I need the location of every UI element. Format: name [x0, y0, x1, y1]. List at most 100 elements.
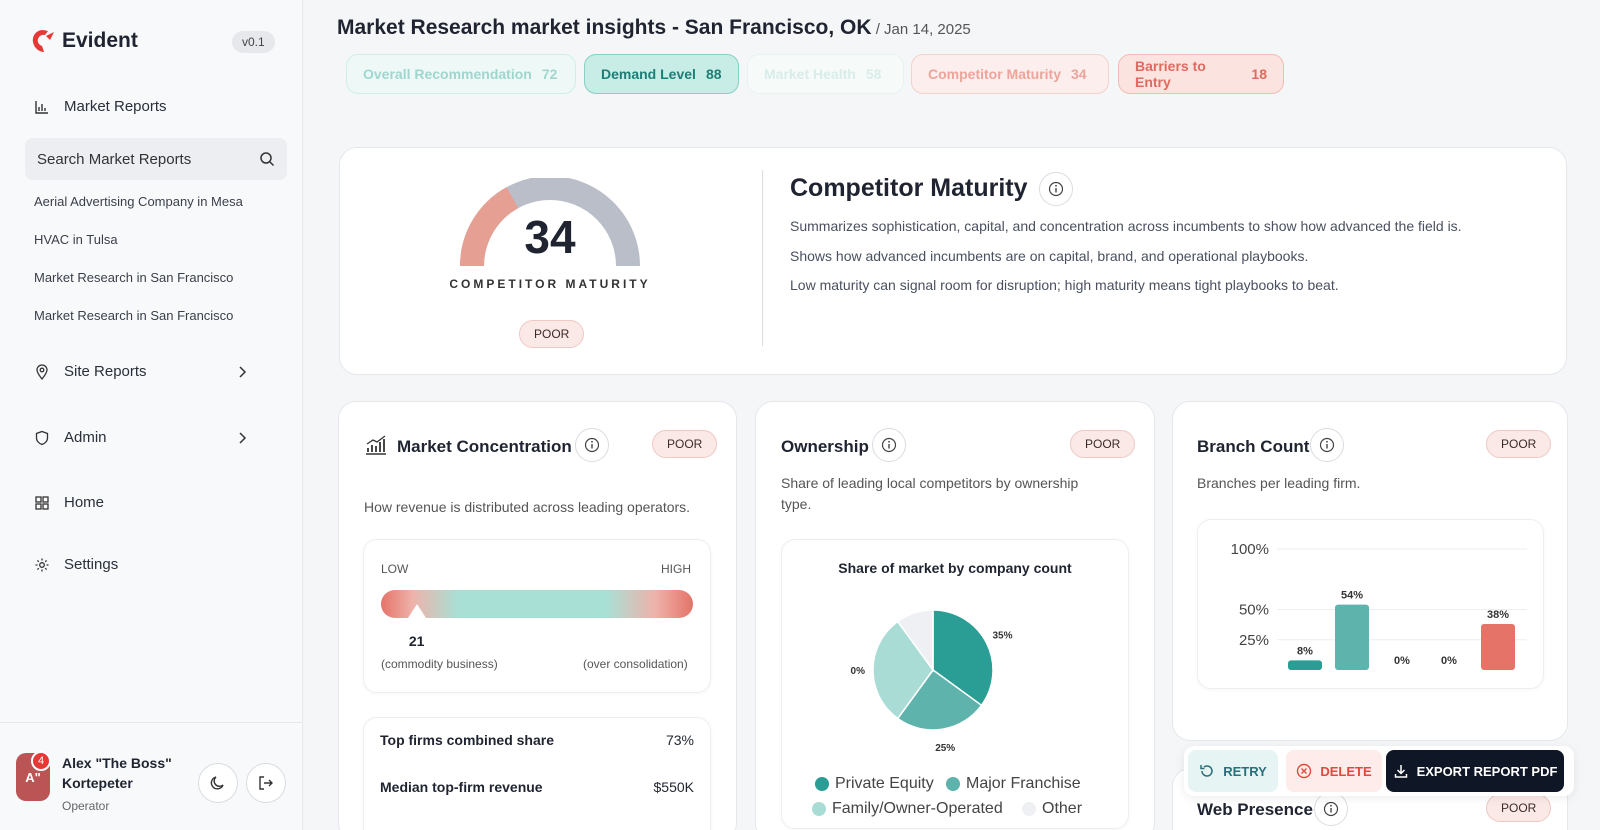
info-icon: [1323, 801, 1339, 817]
gear-icon: [35, 558, 49, 571]
scale-value: 21: [408, 633, 425, 649]
pie-slice: [872, 620, 934, 720]
report-link[interactable]: Market Research in San Francisco: [34, 270, 234, 285]
legend-item: Other: [1022, 800, 1082, 818]
grid-icon: [35, 495, 49, 510]
notification-badge: 4: [31, 751, 51, 771]
chip-market-health[interactable]: Market Health 58: [747, 54, 904, 94]
nav-home[interactable]: Home: [34, 494, 104, 511]
rating-badge: POOR: [1070, 430, 1136, 458]
divider: [762, 170, 763, 346]
chip-overall-recommendation[interactable]: Overall Recommendation 72: [346, 54, 576, 94]
pie-slice-label: 10%: [899, 602, 919, 603]
stat-label: Top firms combined share: [380, 732, 554, 748]
ownership-title: Ownership: [781, 437, 869, 456]
bar: [1288, 660, 1322, 670]
legend-label: Other: [1042, 800, 1083, 817]
scale-high-note: (over consolidation): [583, 657, 688, 671]
search-input[interactable]: Search Market Reports: [25, 138, 287, 180]
nav-home-label: Home: [64, 494, 105, 511]
brand-name: Evident: [62, 29, 138, 52]
search-icon: [260, 152, 275, 167]
info-button[interactable]: [1314, 792, 1348, 826]
gauge-label: COMPETITOR MATURITY: [449, 277, 651, 291]
info-icon: [881, 437, 897, 453]
gauge-fill: [460, 187, 519, 267]
bar-value-label: 0%: [1394, 655, 1410, 667]
chip-label: Competitor Maturity: [928, 66, 1061, 82]
rating-badge: POOR: [1486, 430, 1552, 458]
theme-toggle-button[interactable]: [198, 763, 238, 803]
export-pdf-button[interactable]: EXPORT REPORT PDF: [1386, 750, 1564, 792]
market-concentration-title: Market Concentration: [397, 437, 572, 456]
info-button[interactable]: [1310, 428, 1344, 462]
info-button[interactable]: [1039, 172, 1073, 206]
bar: [1335, 604, 1369, 670]
chip-demand-level[interactable]: Demand Level 88: [584, 54, 739, 94]
stat-value: 73%: [665, 732, 694, 748]
bar-value-label: 54%: [1341, 590, 1363, 602]
y-tick-label: 50%: [1239, 602, 1269, 619]
logout-button[interactable]: [246, 763, 286, 803]
pie-slice: [932, 609, 994, 707]
shield-icon: [35, 430, 49, 445]
legend-item: Private Equity: [815, 775, 934, 793]
chip-value: 72: [541, 66, 558, 82]
chip-label: Market Health: [764, 66, 856, 82]
bar-value-label: 0%: [1441, 655, 1457, 667]
bar: [1481, 624, 1515, 670]
nav-site-reports[interactable]: Site Reports: [34, 363, 247, 380]
chip-barriers-to-entry[interactable]: Barriers to Entry 18: [1118, 54, 1284, 94]
legend-swatch: [815, 777, 829, 791]
info-icon: [584, 437, 600, 453]
scale-low-label: LOW: [381, 562, 409, 576]
nav-admin-label: Admin: [64, 429, 107, 446]
export-label: EXPORT REPORT PDF: [1416, 763, 1558, 779]
download-icon: [1394, 765, 1407, 778]
page-title: Market Research market insights - San Fr…: [337, 16, 971, 40]
pie-chart-title: Share of market by company count: [838, 560, 1072, 576]
report-link[interactable]: HVAC in Tulsa: [34, 232, 118, 247]
trend-chart-icon: [366, 435, 386, 455]
nav-settings[interactable]: Settings: [34, 556, 118, 573]
concentration-stats-panel: [363, 717, 711, 830]
branch-count-title: Branch Count: [1197, 437, 1310, 456]
chip-value: 34: [1071, 66, 1087, 82]
info-button[interactable]: [575, 428, 609, 462]
report-link[interactable]: Aerial Advertising Company in Mesa: [34, 194, 243, 209]
chip-value: 18: [1251, 66, 1267, 82]
report-link[interactable]: Market Research in San Francisco: [34, 308, 234, 323]
market-concentration-description: How revenue is distributed across leadin…: [364, 499, 691, 515]
chip-label: Overall Recommendation: [363, 66, 532, 82]
delete-button[interactable]: DELETE: [1286, 750, 1382, 792]
legend-item: Major Franchise: [946, 775, 1081, 793]
ownership-description: Share of leading local competitors by ow…: [781, 475, 1079, 512]
maturity-rating-badge: POOR: [519, 320, 585, 348]
legend-label: Private Equity: [835, 775, 934, 792]
chip-value: 88: [705, 66, 722, 82]
version-badge: v0.1: [232, 31, 275, 53]
delete-label: DELETE: [1320, 763, 1372, 779]
sidebar: Evident v0.1 Market Reports Search Marke…: [0, 0, 303, 830]
nav-market-reports[interactable]: Market Reports: [34, 98, 167, 115]
description-line: Summarizes sophistication, capital, and …: [790, 218, 1462, 234]
legend-label: Family/Owner-Operated: [832, 800, 1003, 817]
bar-value-label: 38%: [1487, 609, 1509, 621]
action-bar: RETRY DELETE EXPORT REPORT PDF: [1184, 746, 1574, 796]
ownership-pie-chart: 35% 25% 30% 10%: [850, 602, 1013, 754]
page-title-text: Market Research market insights - San Fr…: [337, 16, 872, 39]
nav-site-reports-label: Site Reports: [64, 363, 147, 380]
retry-button[interactable]: RETRY: [1188, 750, 1278, 792]
search-placeholder: Search Market Reports: [37, 150, 192, 168]
logo-icon: [32, 30, 54, 52]
report-date: / Jan 14, 2025: [871, 21, 971, 38]
chip-value: 58: [865, 66, 882, 82]
scale-high-label: HIGH: [661, 562, 691, 576]
chip-competitor-maturity[interactable]: Competitor Maturity 34: [911, 54, 1109, 94]
brand-logo[interactable]: Evident: [30, 28, 138, 54]
info-button[interactable]: [872, 428, 906, 462]
retry-label: RETRY: [1223, 763, 1267, 779]
nav-admin[interactable]: Admin: [34, 429, 247, 446]
rating-badge: POOR: [652, 430, 718, 458]
pie-slice-label: 25%: [935, 743, 955, 754]
